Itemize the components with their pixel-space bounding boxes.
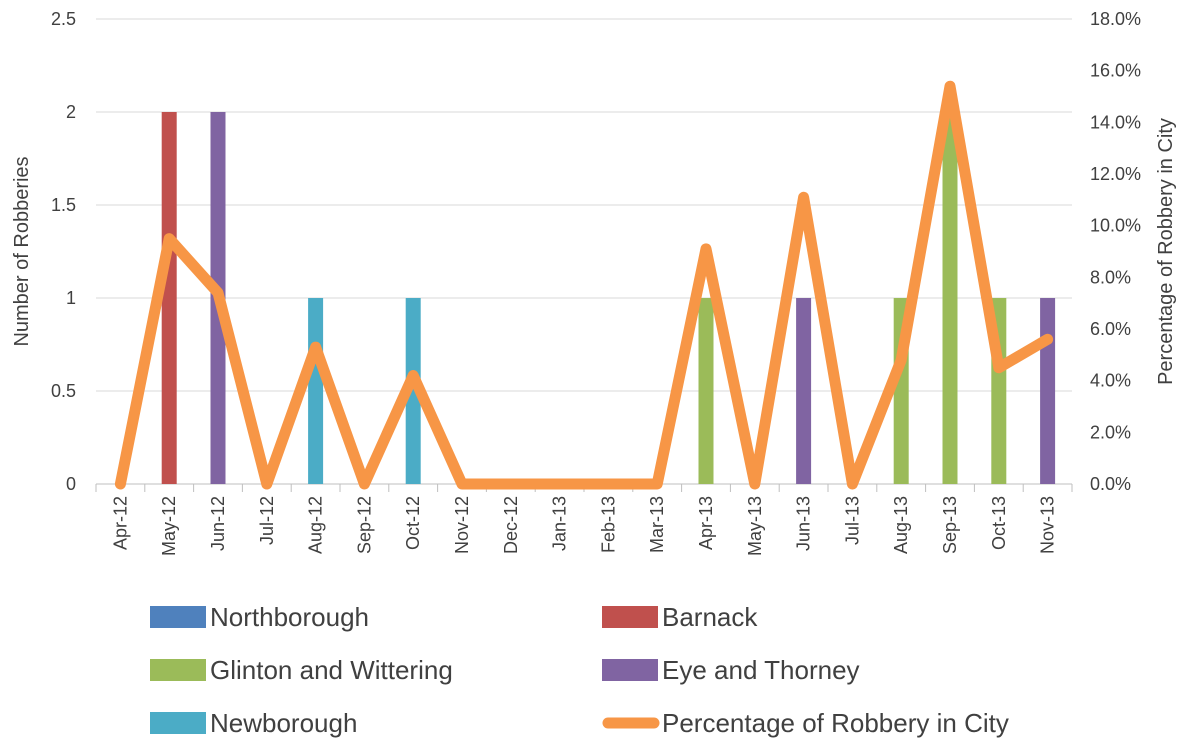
x-tick-label: Jul-13 <box>842 496 862 545</box>
x-tick-label: Jun-12 <box>208 496 228 551</box>
y-tick-label: 0.5 <box>51 381 76 401</box>
y-tick-label: 2 <box>66 102 76 122</box>
x-tick-label: Nov-13 <box>1038 496 1058 554</box>
x-tick-label: Jun-13 <box>794 496 814 551</box>
x-tick-label: Dec-12 <box>501 496 521 554</box>
legend-swatch <box>150 659 206 681</box>
x-tick-label: Oct-12 <box>403 496 423 550</box>
y-tick-label: 1.5 <box>51 195 76 215</box>
y2-tick-label: 18.0% <box>1090 9 1141 29</box>
x-tick-label: Apr-12 <box>110 496 130 550</box>
bar-glinton-and-wittering <box>698 298 714 484</box>
y2-tick-label: 16.0% <box>1090 61 1141 81</box>
y2-tick-label: 10.0% <box>1090 216 1141 236</box>
x-tick-label: Apr-13 <box>696 496 716 550</box>
y-axis-title: Number of Robberies <box>11 156 33 346</box>
x-tick-label: Sep-13 <box>940 496 960 554</box>
legend-swatch <box>150 606 206 628</box>
legend-swatch <box>602 659 658 681</box>
y2-tick-label: 0.0% <box>1090 474 1131 494</box>
y2-tick-label: 12.0% <box>1090 164 1141 184</box>
legend-label: Newborough <box>210 708 357 738</box>
y2-tick-label: 14.0% <box>1090 112 1141 132</box>
y-tick-label: 0 <box>66 474 76 494</box>
x-tick-label: Jul-12 <box>257 496 277 545</box>
y2-axis-title: Percentage of Robbery in City <box>1155 118 1177 385</box>
percentage-line <box>114 80 1054 490</box>
x-tick-label: Jan-13 <box>550 496 570 551</box>
legend-label: Barnack <box>662 602 758 632</box>
bar-eye-and-thorney <box>796 298 812 484</box>
legend-swatch <box>602 606 658 628</box>
x-tick-label: Sep-12 <box>354 496 374 554</box>
bar-newborough <box>405 298 421 484</box>
y2-tick-label: 8.0% <box>1090 267 1131 287</box>
legend-label: Eye and Thorney <box>662 655 860 685</box>
x-tick-label: Nov-12 <box>452 496 472 554</box>
y-tick-label: 2.5 <box>51 9 76 29</box>
legend-label: Percentage of Robbery in City <box>662 708 1009 738</box>
x-tick-label: Oct-13 <box>989 496 1009 550</box>
y2-tick-label: 6.0% <box>1090 319 1131 339</box>
bar-newborough <box>308 298 324 484</box>
legend-label: Glinton and Wittering <box>210 655 453 685</box>
legend-swatch <box>150 712 206 734</box>
x-tick-label: Mar-13 <box>647 496 667 553</box>
y-tick-label: 1 <box>66 288 76 308</box>
x-tick-label: Aug-13 <box>891 496 911 554</box>
x-tick-label: May-12 <box>159 496 179 556</box>
bar-glinton-and-wittering <box>942 112 958 484</box>
x-tick-label: May-13 <box>745 496 765 556</box>
x-tick-label: Aug-12 <box>306 496 326 554</box>
bar-barnack <box>161 112 177 484</box>
bar-eye-and-thorney <box>1040 298 1056 484</box>
y2-tick-label: 4.0% <box>1090 371 1131 391</box>
y2-tick-label: 2.0% <box>1090 422 1131 442</box>
x-tick-label: Feb-13 <box>598 496 618 553</box>
legend-label: Northborough <box>210 602 369 632</box>
